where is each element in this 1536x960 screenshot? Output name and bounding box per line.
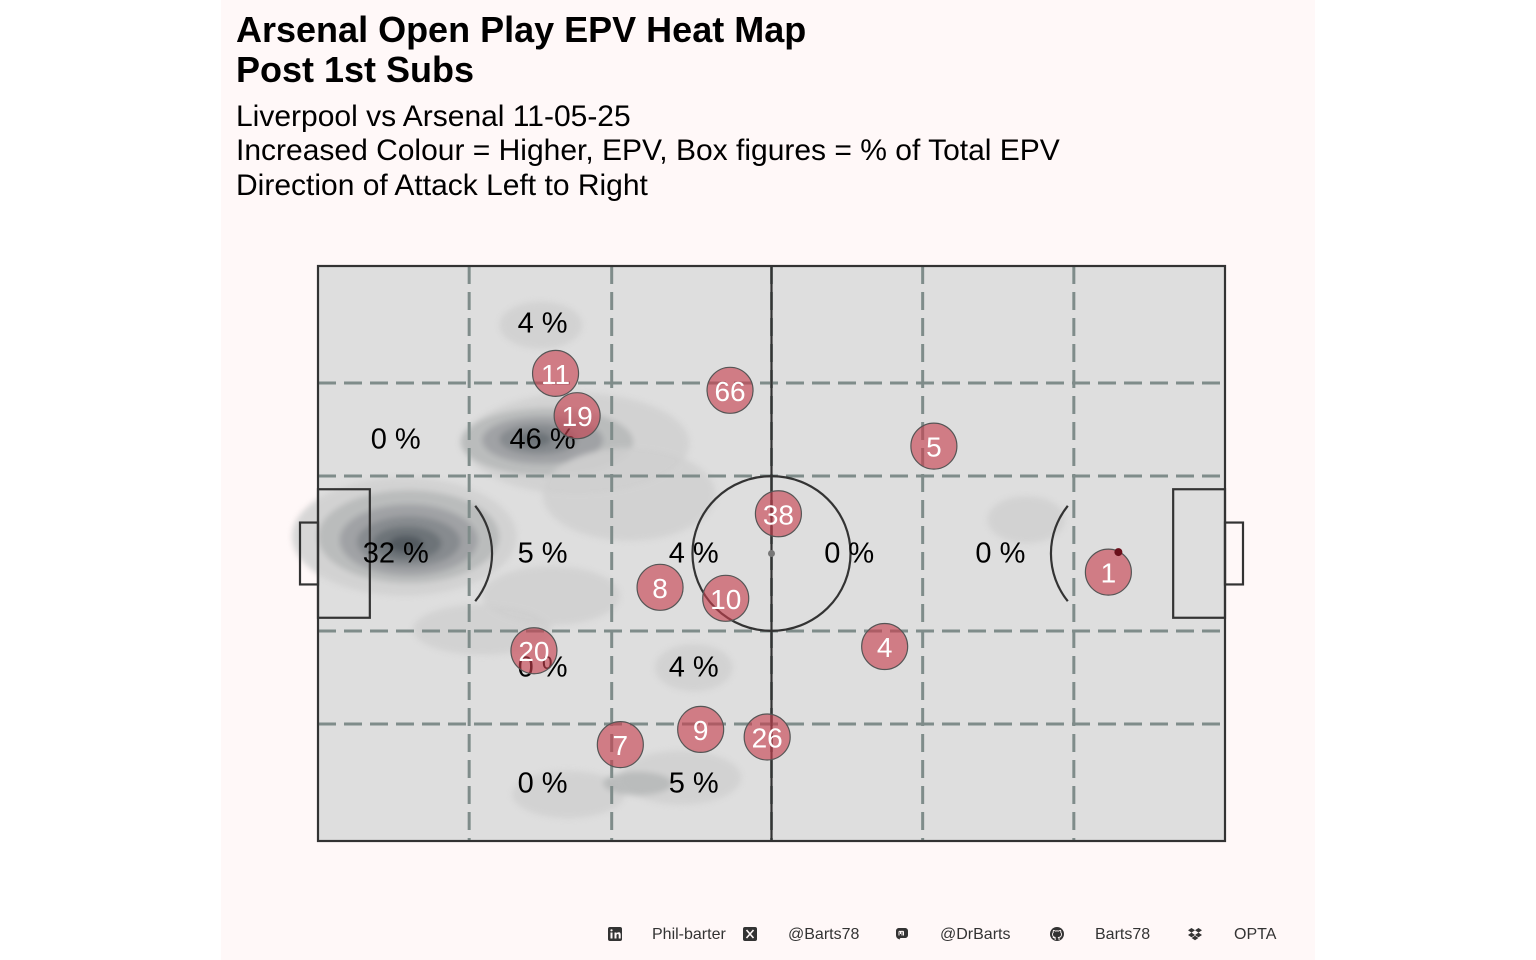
centre-circle xyxy=(691,475,852,632)
right-goal xyxy=(1223,521,1245,586)
player-circle xyxy=(553,392,601,440)
caption-linkedin-handle: Phil-barter xyxy=(652,926,726,943)
chart-subtitle-direction: Direction of Attack Left to Right xyxy=(236,169,648,202)
density-contour xyxy=(512,770,625,819)
zone-percent-label: 4 % xyxy=(518,308,568,340)
zone-percent-label: 0 % xyxy=(975,538,1025,570)
density-contour xyxy=(388,535,424,553)
zone-percent-label: 0 % xyxy=(371,423,421,455)
player-number-label: 4 xyxy=(877,632,893,663)
ball-marker xyxy=(1114,548,1123,557)
player-circle xyxy=(636,563,684,611)
zone-percent-label: 0 % xyxy=(824,538,874,570)
player-number-label: 1 xyxy=(1101,558,1117,589)
linkedin-icon xyxy=(608,927,622,941)
chart-subtitle-legend-note: Increased Colour = Higher, EPV, Box figu… xyxy=(236,134,1060,167)
player-marker: 1 xyxy=(1084,548,1132,596)
player-marker: 8 xyxy=(636,563,684,611)
player-marker: 11 xyxy=(531,349,580,397)
density-contour xyxy=(654,643,733,692)
player-number-label: 66 xyxy=(714,376,745,407)
zone-percent-label: 5 % xyxy=(518,538,568,570)
caption-x-handle: @Barts78 xyxy=(788,926,860,943)
player-circle xyxy=(702,574,750,622)
zone-percent-label: 32 % xyxy=(363,538,429,570)
player-circle xyxy=(596,721,644,769)
player-number-label: 11 xyxy=(541,359,570,390)
player-marker: 66 xyxy=(706,366,754,414)
chart-title-line-2: Post 1st Subs xyxy=(236,49,475,90)
player-number-label: 20 xyxy=(518,636,549,667)
zone-percent-label: 5 % xyxy=(669,768,719,800)
right-penalty-arc xyxy=(1049,505,1069,602)
player-marker: 10 xyxy=(702,574,750,622)
player-circle xyxy=(743,713,791,761)
player-number-label: 7 xyxy=(613,730,629,761)
caption-mastodon-handle: @DrBarts xyxy=(940,926,1011,943)
player-circle xyxy=(754,490,803,538)
player-marker: 19 xyxy=(553,392,601,440)
player-circle xyxy=(706,366,754,414)
zone-percent-label: 0 % xyxy=(518,768,568,800)
density-contour xyxy=(482,566,621,626)
density-contour xyxy=(987,495,1066,544)
player-number-label: 9 xyxy=(693,715,709,746)
player-marker: 20 xyxy=(510,627,558,675)
player-circle xyxy=(861,622,909,671)
zone-percent-label: 4 % xyxy=(669,538,719,570)
github-icon xyxy=(1050,927,1064,941)
centre-spot xyxy=(768,550,775,557)
player-number-label: 19 xyxy=(562,401,593,432)
player-number-label: 8 xyxy=(652,573,668,604)
density-contour xyxy=(499,301,583,349)
player-number-label: 5 xyxy=(926,432,942,463)
player-marker: 9 xyxy=(677,705,725,753)
player-number-label: 38 xyxy=(763,499,794,530)
player-circle xyxy=(531,349,580,397)
player-marker: 5 xyxy=(910,422,958,470)
player-number-label: 26 xyxy=(752,722,783,753)
player-number-label: 10 xyxy=(710,584,741,615)
density-contour xyxy=(603,771,673,796)
x-twitter-icon xyxy=(743,927,757,941)
left-goal xyxy=(298,521,320,586)
player-marker: 26 xyxy=(743,713,791,761)
player-circle xyxy=(510,627,558,675)
left-penalty-arc xyxy=(474,505,494,602)
chart-title: Arsenal Open Play EPV Heat Map xyxy=(236,9,807,50)
player-circle xyxy=(677,705,725,753)
caption-data-source: OPTA xyxy=(1234,926,1277,943)
density-contour xyxy=(542,447,716,541)
density-contour xyxy=(516,431,552,447)
player-marker: 38 xyxy=(754,490,803,538)
chart-subtitle-match: Liverpool vs Arsenal 11-05-25 xyxy=(236,100,631,133)
player-circle xyxy=(910,422,958,470)
player-marker: 7 xyxy=(596,721,644,769)
player-marker: 4 xyxy=(861,622,909,671)
mastodon-icon xyxy=(896,928,908,940)
player-circle xyxy=(1084,548,1132,596)
dropbox-icon xyxy=(1188,928,1202,941)
caption-github-handle: Barts78 xyxy=(1095,926,1151,943)
zone-percent-label: 4 % xyxy=(669,652,719,684)
